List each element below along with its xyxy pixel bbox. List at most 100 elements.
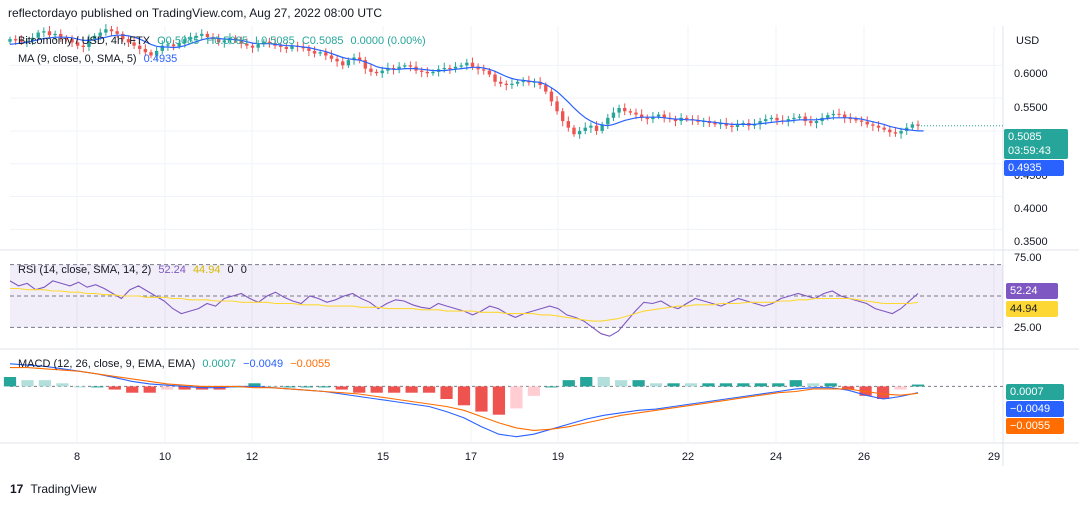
- candle-body: [42, 31, 46, 33]
- macd-histogram-bar: [684, 383, 698, 387]
- candle-body: [775, 117, 779, 121]
- candle-body: [865, 121, 869, 125]
- time-tick-label: 24: [770, 451, 782, 463]
- candle-body: [538, 81, 542, 86]
- candle-body: [138, 45, 142, 49]
- candle-body: [617, 107, 621, 113]
- macd-histogram-bar: [702, 383, 715, 387]
- legend-low: L0.5085: [255, 35, 295, 47]
- macd-legend-macd: −0.0049: [243, 358, 284, 370]
- candle-body: [888, 129, 892, 133]
- macd-signal-badge: −0.0055: [1006, 418, 1064, 434]
- time-tick-label: 10: [159, 451, 171, 463]
- candle-body: [346, 60, 351, 66]
- candle-body: [645, 117, 649, 120]
- candle-body: [442, 67, 446, 70]
- ma-price-badge: 0.4935: [1004, 160, 1064, 176]
- candle-body: [109, 29, 114, 32]
- candle-body: [386, 67, 390, 71]
- time-tick-label: 22: [682, 451, 694, 463]
- rsi-sma-line: [10, 287, 919, 322]
- macd-histogram-bar: [126, 386, 139, 393]
- candle-body: [685, 117, 689, 120]
- candle-body: [718, 123, 723, 125]
- macd-histogram-bar: [248, 383, 261, 387]
- candle-body: [92, 35, 97, 40]
- candle-body: [36, 32, 40, 38]
- candle-body: [380, 70, 384, 74]
- candle-body: [166, 44, 170, 46]
- candle-body: [910, 124, 915, 128]
- candle-body: [8, 39, 12, 42]
- rsi-legend-b: 0: [240, 264, 247, 276]
- candle-body: [126, 39, 131, 43]
- macd-histogram-bar: [754, 383, 767, 387]
- candle-body: [549, 91, 554, 102]
- macd-legend-hist: 0.0007: [202, 358, 236, 370]
- candle-body: [98, 32, 102, 36]
- candle-body: [848, 117, 853, 120]
- candle-body: [854, 119, 858, 121]
- candle-body: [200, 33, 204, 36]
- candle-body: [515, 81, 520, 84]
- candle-body: [205, 33, 210, 38]
- candle-body: [132, 42, 136, 46]
- candle-body: [831, 113, 836, 116]
- macd-histogram-bar: [283, 386, 296, 388]
- candle-body: [769, 117, 774, 120]
- candle-body: [465, 62, 469, 66]
- candle-body: [572, 127, 576, 135]
- candle-body: [64, 37, 69, 40]
- macd-histogram-bar: [108, 386, 121, 390]
- candle-body: [357, 57, 362, 61]
- candle-body: [651, 116, 655, 120]
- candle-countdown: 03:59:43: [1008, 145, 1051, 157]
- macd-histogram-bar: [91, 386, 104, 388]
- candle-body: [425, 71, 430, 74]
- candle-body: [397, 66, 401, 70]
- time-tick-label: 8: [74, 451, 80, 463]
- candle-body: [19, 40, 23, 42]
- tradingview-logo[interactable]: 17 TradingView: [10, 482, 97, 496]
- macd-histogram-bar: [580, 377, 593, 387]
- macd-legend-label: MACD (12, 26, close, 9, EMA, EMA): [18, 358, 196, 370]
- candle-body: [143, 48, 148, 53]
- candle-body: [639, 114, 644, 118]
- candle-body: [391, 67, 396, 70]
- candle-body: [262, 41, 266, 45]
- candle-body: [256, 44, 260, 48]
- last-price-value: 0.5085: [1008, 131, 1042, 143]
- candle-body: [673, 119, 678, 122]
- candle-body: [662, 114, 666, 118]
- candle-body: [623, 107, 627, 112]
- macd-legend: MACD (12, 26, close, 9, EMA, EMA) 0.0007…: [18, 358, 334, 370]
- price-axis-currency: USD: [1016, 35, 1040, 47]
- macd-histogram-bar: [370, 386, 383, 393]
- candle-body: [459, 65, 463, 67]
- rsi-tick: 25.00: [1014, 322, 1042, 334]
- time-tick-label: 12: [246, 451, 258, 463]
- candle-body: [431, 71, 435, 74]
- candle-body: [764, 119, 768, 122]
- macd-histogram-bar: [457, 386, 471, 406]
- candle-body: [104, 29, 108, 33]
- candle-body: [527, 81, 531, 83]
- candle-body: [284, 46, 289, 49]
- time-tick-label: 26: [858, 451, 870, 463]
- macd-histogram-bar: [440, 386, 453, 399]
- candle-body: [916, 124, 920, 126]
- candle-body: [611, 112, 616, 118]
- candle-body: [786, 119, 790, 122]
- candle-body: [312, 50, 317, 54]
- candle-body: [13, 39, 18, 41]
- macd-histogram-bar: [615, 380, 628, 387]
- time-tick-label: 17: [465, 451, 477, 463]
- candle-body: [730, 125, 734, 128]
- macd-histogram-bar: [265, 386, 279, 388]
- macd-histogram-bar: [492, 386, 506, 415]
- macd-histogram-bar: [667, 383, 680, 387]
- candle-body: [188, 37, 193, 40]
- macd-histogram-bar: [21, 380, 34, 387]
- candle-body: [792, 117, 796, 120]
